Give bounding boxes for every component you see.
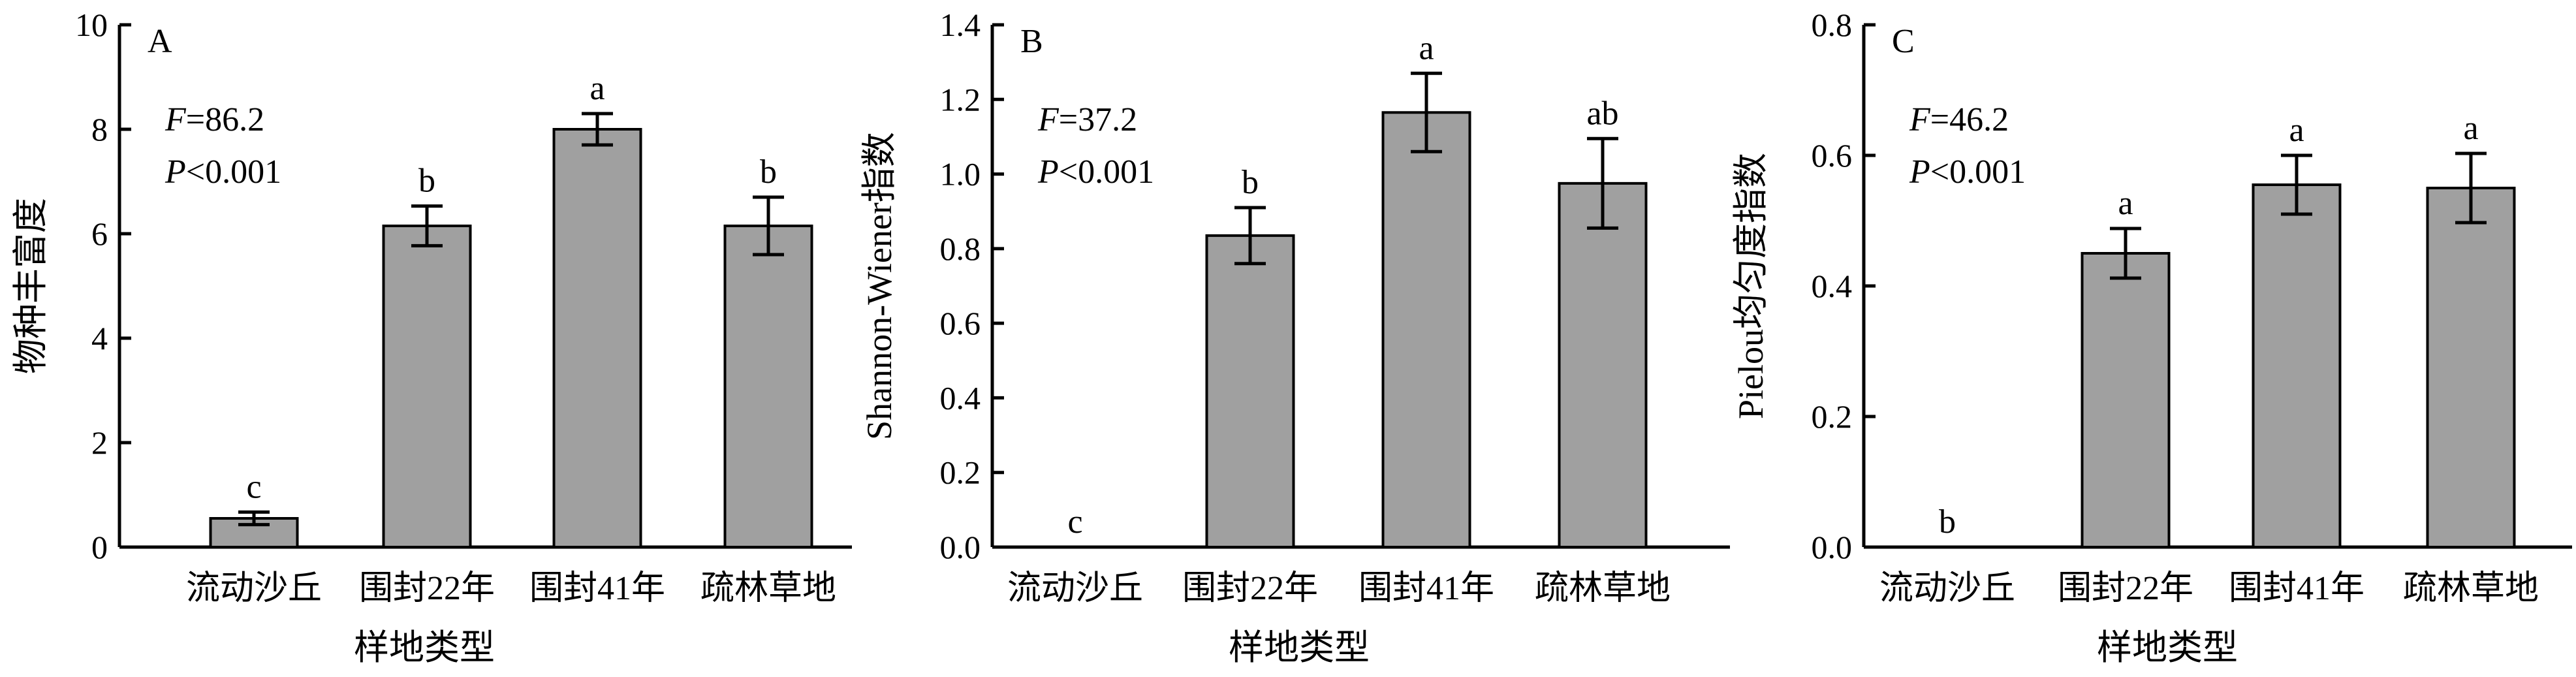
y-tick-label: 0.8 xyxy=(940,230,981,267)
category-label: 围封22年 xyxy=(359,570,495,607)
significance-letter: b xyxy=(760,153,777,191)
y-tick-label: 0.6 xyxy=(1812,137,1853,174)
y-tick-label: 0.0 xyxy=(940,529,981,565)
category-label: 围封22年 xyxy=(1182,570,1318,607)
panel-c: 0.0 0.2 0.4 0.6 0.8 b 流动沙丘 a 围封22年 a 围封41年 a 疏林草地 C F=… xyxy=(1731,7,2572,667)
bar xyxy=(1205,234,1295,548)
p-value: <0.001 xyxy=(1930,153,2026,191)
y-tick-label: 0.4 xyxy=(940,379,981,416)
bar xyxy=(1558,181,1648,549)
p-symbol: P xyxy=(1909,153,1930,191)
panel-b: 0.0 0.2 0.4 0.6 0.8 1.0 1.2 1.4 c 流动沙丘 b 围封22年 a 围封41… xyxy=(860,7,1730,667)
y-axis-title: 物种丰富度 xyxy=(11,198,50,374)
y-tick-label: 8 xyxy=(91,111,108,148)
significance-letter: a xyxy=(2463,110,2478,147)
y-tick-label: 10 xyxy=(75,7,108,43)
x-axis-title: 样地类型 xyxy=(354,628,495,667)
y-tick-label: 6 xyxy=(91,215,108,252)
f-statistic: F=86.2 xyxy=(165,101,264,138)
y-tick-label: 0.4 xyxy=(1812,268,1853,304)
f-value: =37.2 xyxy=(1059,101,1137,138)
bar xyxy=(1381,111,1471,549)
y-axis-title: Pielou均匀度指数 xyxy=(1731,153,1770,419)
bar xyxy=(723,225,813,548)
y-tick-label: 2 xyxy=(91,424,108,461)
f-value: =46.2 xyxy=(1930,101,2009,138)
significance-letter: a xyxy=(2289,112,2304,149)
category-label: 围封22年 xyxy=(2058,570,2193,607)
significance-letter: a xyxy=(589,70,605,107)
y-tick-label: 1.4 xyxy=(940,7,981,43)
p-statistic: P<0.001 xyxy=(1909,153,2026,191)
category-label: 围封41年 xyxy=(1359,570,1494,607)
category-label: 疏林草地 xyxy=(700,570,836,607)
x-axis-title: 样地类型 xyxy=(2097,628,2238,667)
significance-letter: c xyxy=(1067,503,1082,541)
category-label: 疏林草地 xyxy=(1535,570,1671,607)
category-label: 流动沙丘 xyxy=(1007,570,1143,607)
panel-label: C xyxy=(1892,23,1915,60)
significance-letter: b xyxy=(1242,164,1259,201)
y-tick-label: 0.2 xyxy=(940,454,981,491)
significance-letter: ab xyxy=(1586,95,1618,132)
significance-letter: c xyxy=(246,468,261,505)
panel-label: B xyxy=(1020,23,1043,60)
category-label: 围封41年 xyxy=(529,570,665,607)
y-tick-label: 0.8 xyxy=(1812,7,1853,43)
y-tick-label: 0.2 xyxy=(1812,398,1853,435)
p-symbol: P xyxy=(1037,153,1059,191)
f-symbol: F xyxy=(165,101,187,138)
p-value: <0.001 xyxy=(186,153,281,191)
category-label: 流动沙丘 xyxy=(186,570,322,607)
x-axis-title: 样地类型 xyxy=(1229,628,1370,667)
bar xyxy=(552,128,642,548)
bar xyxy=(382,225,472,548)
p-symbol: P xyxy=(165,153,186,191)
y-tick-label: 1.0 xyxy=(940,156,981,193)
p-statistic: P<0.001 xyxy=(1037,153,1154,191)
category-label: 流动沙丘 xyxy=(1879,570,2015,607)
significance-letter: b xyxy=(418,163,435,200)
f-symbol: F xyxy=(1037,101,1060,138)
f-statistic: F=37.2 xyxy=(1037,101,1137,138)
f-statistic: F=46.2 xyxy=(1909,101,2009,138)
f-value: =86.2 xyxy=(186,101,264,138)
p-value: <0.001 xyxy=(1059,153,1154,191)
f-symbol: F xyxy=(1909,101,1931,138)
y-tick-label: 0.0 xyxy=(1812,529,1853,565)
category-label: 围封41年 xyxy=(2229,570,2364,607)
panel-a: 0246810c流动沙丘b围封22年a围封41年b疏林草地AF=86.2P<0.… xyxy=(11,7,852,667)
y-tick-label: 0 xyxy=(91,529,108,565)
y-tick-label: 0.6 xyxy=(940,305,981,341)
bar xyxy=(2252,183,2342,548)
significance-letter: a xyxy=(2118,185,2133,222)
bar xyxy=(2081,252,2171,548)
y-tick-label: 4 xyxy=(91,320,108,356)
p-statistic: P<0.001 xyxy=(165,153,281,191)
y-axis-title: Shannon-Wiener指数 xyxy=(860,132,899,440)
bar xyxy=(2426,187,2516,548)
panel-label: A xyxy=(148,23,172,60)
y-tick-label: 1.2 xyxy=(940,81,981,118)
significance-letter: b xyxy=(1939,503,1956,541)
significance-letter: a xyxy=(1419,29,1434,67)
category-label: 疏林草地 xyxy=(2403,570,2539,607)
